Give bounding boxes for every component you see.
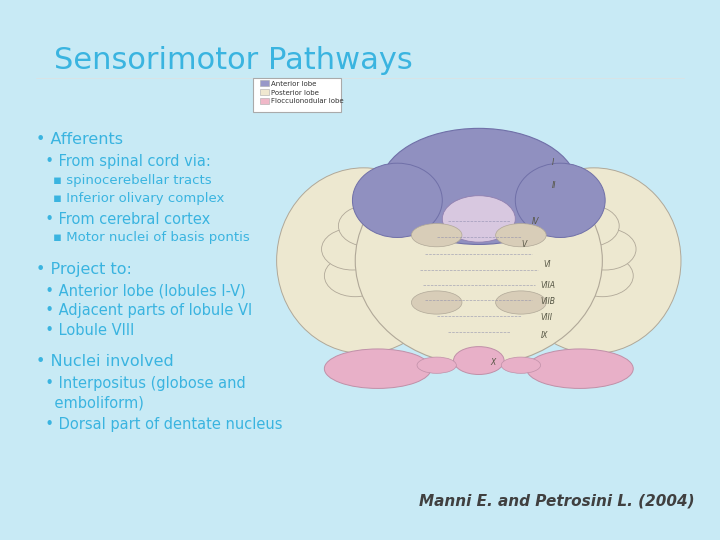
Text: IV: IV xyxy=(532,217,540,226)
Text: • Afferents: • Afferents xyxy=(36,132,123,147)
FancyBboxPatch shape xyxy=(260,98,269,104)
Ellipse shape xyxy=(516,163,605,238)
FancyBboxPatch shape xyxy=(260,80,269,86)
Text: Sensorimotor Pathways: Sensorimotor Pathways xyxy=(54,46,413,75)
Ellipse shape xyxy=(454,347,504,375)
Text: • Interpositus (globose and: • Interpositus (globose and xyxy=(36,376,246,391)
Ellipse shape xyxy=(495,291,546,314)
Text: ▪ spinocerebellar tracts: ▪ spinocerebellar tracts xyxy=(36,174,212,187)
Text: Manni E. and Petrosini L. (2004): Manni E. and Petrosini L. (2004) xyxy=(419,494,695,509)
Ellipse shape xyxy=(322,228,383,270)
Text: emboliform): emboliform) xyxy=(36,396,144,411)
Text: X: X xyxy=(490,359,495,367)
Ellipse shape xyxy=(353,163,442,238)
Ellipse shape xyxy=(442,195,516,242)
Text: • Dorsal part of dentate nucleus: • Dorsal part of dentate nucleus xyxy=(36,417,282,432)
Ellipse shape xyxy=(557,205,619,247)
Text: VIIB: VIIB xyxy=(541,297,556,306)
Ellipse shape xyxy=(381,129,577,245)
Text: • Project to:: • Project to: xyxy=(36,262,132,277)
Ellipse shape xyxy=(526,349,634,388)
Text: • Anterior lobe (lobules I-V): • Anterior lobe (lobules I-V) xyxy=(36,284,246,299)
Ellipse shape xyxy=(355,156,603,365)
Ellipse shape xyxy=(325,255,386,296)
Text: • From spinal cord via:: • From spinal cord via: xyxy=(36,154,211,169)
Ellipse shape xyxy=(572,255,634,296)
Text: VIII: VIII xyxy=(541,313,552,322)
Text: Flocculonodular lobe: Flocculonodular lobe xyxy=(271,98,344,104)
Ellipse shape xyxy=(501,357,541,373)
Ellipse shape xyxy=(575,228,636,270)
Text: IX: IX xyxy=(541,330,548,340)
Ellipse shape xyxy=(411,291,462,314)
Ellipse shape xyxy=(276,168,451,354)
Text: I: I xyxy=(552,158,554,166)
Text: Posterior lobe: Posterior lobe xyxy=(271,90,319,96)
FancyBboxPatch shape xyxy=(253,78,341,112)
Text: • Adjacent parts of lobule VI: • Adjacent parts of lobule VI xyxy=(36,303,252,319)
Text: ▪ Inferior olivary complex: ▪ Inferior olivary complex xyxy=(36,192,225,205)
Ellipse shape xyxy=(495,224,546,247)
Ellipse shape xyxy=(338,205,400,247)
FancyBboxPatch shape xyxy=(260,89,269,95)
Ellipse shape xyxy=(325,349,431,388)
Ellipse shape xyxy=(507,168,681,354)
Text: • From cerebral cortex: • From cerebral cortex xyxy=(36,212,210,227)
Text: Anterior lobe: Anterior lobe xyxy=(271,80,317,86)
Text: VI: VI xyxy=(544,260,551,269)
Text: • Lobule VIII: • Lobule VIII xyxy=(36,323,135,339)
Text: • Nuclei involved: • Nuclei involved xyxy=(36,354,174,369)
Ellipse shape xyxy=(411,224,462,247)
Text: ▪ Motor nuclei of basis pontis: ▪ Motor nuclei of basis pontis xyxy=(36,231,250,244)
Ellipse shape xyxy=(417,357,456,373)
Text: II: II xyxy=(552,181,557,190)
Text: V: V xyxy=(521,240,526,249)
Text: VIIA: VIIA xyxy=(541,281,556,289)
